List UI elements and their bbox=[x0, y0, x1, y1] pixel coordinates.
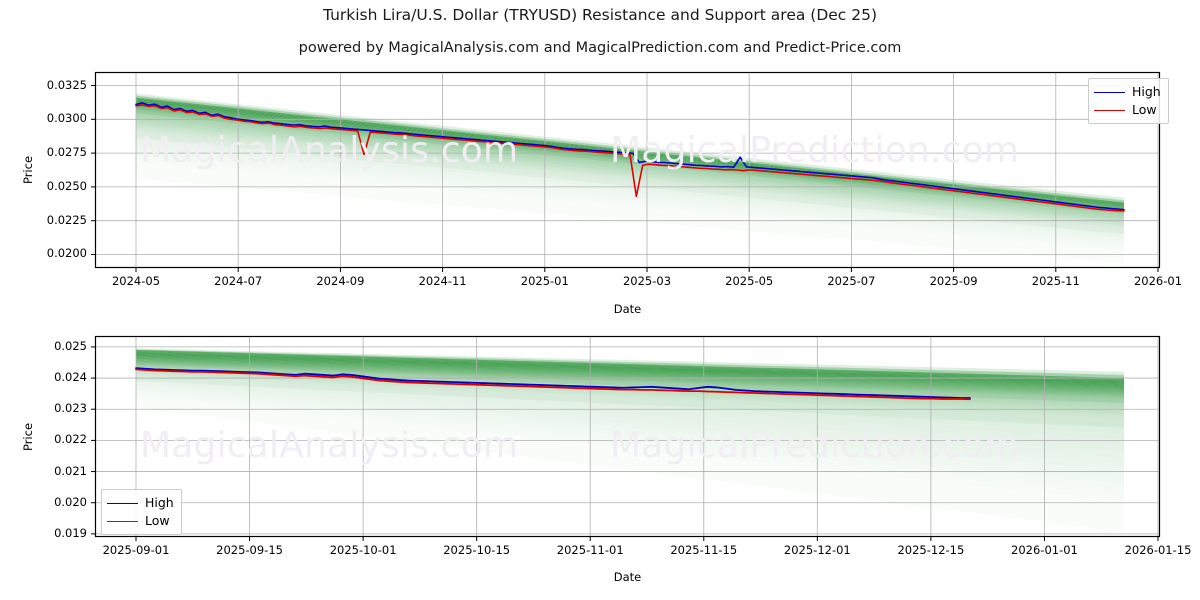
legend-label-high: High bbox=[1132, 84, 1161, 99]
y-tick-label: 0.020 bbox=[54, 494, 87, 509]
x-tick-label: 2024-11 bbox=[418, 274, 467, 288]
y-tick-label: 0.0325 bbox=[46, 77, 87, 92]
x-tick-label: 2025-11 bbox=[1031, 274, 1080, 288]
x-tick-label: 2024-07 bbox=[214, 274, 263, 288]
y-tick-label: 0.0300 bbox=[46, 111, 87, 126]
y-tick-label: 0.022 bbox=[54, 432, 87, 447]
x-tick-label: 2026-01 bbox=[1133, 274, 1183, 288]
series-line-low bbox=[135, 104, 1125, 212]
x-tick-label: 2025-03 bbox=[622, 274, 672, 288]
y-tick-label: 0.0250 bbox=[46, 178, 87, 193]
page-title: Turkish Lira/U.S. Dollar (TRYUSD) Resist… bbox=[322, 6, 878, 24]
x-tick-label: 2025-07 bbox=[827, 274, 876, 288]
legend-swatch-high bbox=[107, 502, 138, 504]
series-line-low bbox=[135, 368, 971, 401]
legend-swatch-low bbox=[1094, 109, 1125, 111]
y-tick-label: 0.0200 bbox=[46, 246, 87, 261]
legend-label-low: Low bbox=[1132, 102, 1157, 117]
grid-lines bbox=[95, 336, 1160, 537]
bottom-chart-plot bbox=[91, 335, 1161, 541]
top-chart-y-axis-title: Price bbox=[21, 155, 35, 185]
x-tick-label: 2026-01-01 bbox=[1011, 543, 1078, 557]
top-chart-x-axis-title: Date bbox=[613, 302, 642, 316]
legend-swatch-low bbox=[107, 520, 138, 522]
legend-label-high: High bbox=[145, 495, 174, 510]
legend-row-low: Low bbox=[1094, 101, 1161, 119]
series-line-high bbox=[135, 102, 1125, 211]
x-tick-label: 2025-12-01 bbox=[783, 543, 851, 557]
y-tick-label: 0.021 bbox=[54, 463, 87, 478]
x-tick-label: 2025-10-15 bbox=[443, 543, 511, 557]
y-tick-label: 0.019 bbox=[54, 525, 87, 540]
y-tick-label: 0.0225 bbox=[46, 212, 87, 227]
bottom-chart-panel bbox=[91, 335, 1161, 541]
x-tick-label: 2025-10-01 bbox=[329, 543, 397, 557]
y-tick-label: 0.025 bbox=[54, 338, 87, 353]
y-tick-label: 0.023 bbox=[54, 401, 87, 416]
legend-swatch-high bbox=[1094, 91, 1125, 93]
y-tick-label: 0.0275 bbox=[46, 145, 87, 160]
bottom-chart-x-axis-title: Date bbox=[613, 570, 642, 584]
x-tick-label: 2025-09-01 bbox=[102, 543, 170, 557]
x-tick-label: 2024-05 bbox=[111, 274, 161, 288]
legend-row-high: High bbox=[1094, 83, 1161, 101]
legend-label-low: Low bbox=[145, 513, 170, 528]
y-tick-label: 0.024 bbox=[54, 370, 87, 385]
legend-row-high: High bbox=[107, 494, 174, 512]
x-tick-label: 2025-09-15 bbox=[216, 543, 283, 557]
x-tick-label: 2025-11-15 bbox=[670, 543, 738, 557]
top-chart-panel bbox=[91, 71, 1161, 272]
bottom-chart-legend: High Low bbox=[101, 489, 182, 535]
x-tick-label: 2025-01 bbox=[520, 274, 569, 288]
x-tick-label: 2025-11-01 bbox=[556, 543, 624, 557]
bottom-chart-y-axis-title: Price bbox=[21, 422, 35, 452]
series-line-high bbox=[135, 367, 971, 399]
x-tick-label: 2026-01-15 bbox=[1124, 543, 1192, 557]
x-tick-label: 2024-09 bbox=[316, 274, 365, 288]
x-tick-label: 2025-09 bbox=[929, 274, 978, 288]
x-tick-label: 2025-05 bbox=[725, 274, 774, 288]
legend-row-low: Low bbox=[107, 512, 174, 530]
support-resistance-band bbox=[136, 348, 1124, 496]
grid-lines bbox=[95, 72, 1160, 268]
page-subtitle: powered by MagicalAnalysis.com and Magic… bbox=[298, 40, 902, 56]
top-chart-legend: High Low bbox=[1088, 78, 1169, 124]
top-chart-plot bbox=[91, 71, 1161, 272]
x-tick-label: 2025-12-15 bbox=[897, 543, 965, 557]
